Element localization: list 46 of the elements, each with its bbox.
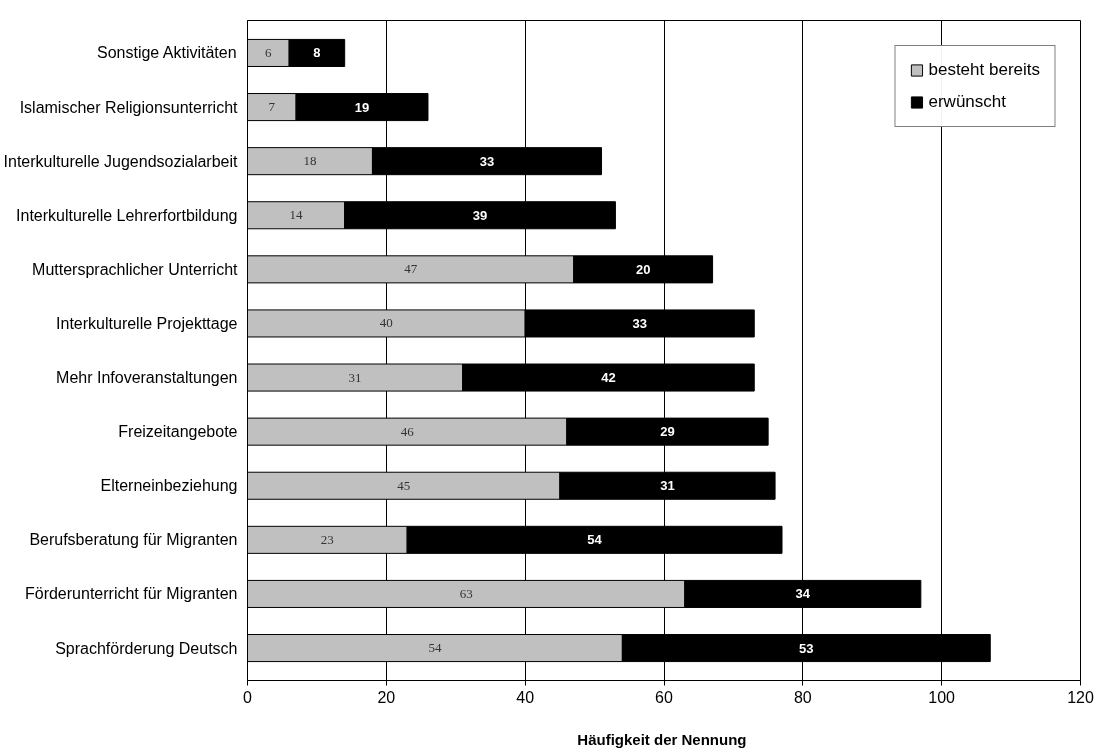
data-label: 46 xyxy=(400,423,415,439)
data-label: 18 xyxy=(303,153,317,169)
data-label: 31 xyxy=(348,369,362,385)
data-label: 14 xyxy=(289,207,304,223)
y-tick-label: Interkulturelle Projekttage xyxy=(56,314,238,332)
data-label: 54 xyxy=(587,532,603,548)
data-label: 29 xyxy=(660,424,675,440)
y-tick-label: Sonstige Aktivitäten xyxy=(96,44,237,62)
y-tick-label: Freizeitangebote xyxy=(118,423,238,441)
x-tick-label: 20 xyxy=(377,688,396,706)
x-tick-label: 80 xyxy=(793,688,812,706)
data-label: 47 xyxy=(404,261,418,277)
data-label: 53 xyxy=(799,640,814,656)
x-tick-label: 60 xyxy=(655,688,673,706)
data-label: 8 xyxy=(313,45,321,61)
data-label: 33 xyxy=(632,315,647,331)
y-tick-label: Förderunterricht für Migranten xyxy=(24,585,238,603)
y-tick-label: Interkulturelle Lehrerfortbildung xyxy=(16,206,238,224)
data-label: 54 xyxy=(428,640,442,656)
data-label: 33 xyxy=(479,153,495,169)
y-tick-label: Islamischer Religionsunterricht xyxy=(19,98,239,116)
x-axis-title: Häufigkeit der Nennung xyxy=(577,730,747,748)
data-label: 7 xyxy=(268,99,276,115)
x-tick-label: 100 xyxy=(928,688,956,706)
data-label: 63 xyxy=(459,585,473,601)
y-tick-label: Sprachförderung Deutsch xyxy=(55,639,238,657)
data-label: 19 xyxy=(354,99,370,115)
data-label: 34 xyxy=(795,586,811,602)
data-label: 6 xyxy=(265,44,273,60)
data-label: 20 xyxy=(635,261,651,277)
legend-label: besteht bereits xyxy=(928,60,1040,80)
x-tick-label: 0 xyxy=(243,688,253,706)
y-tick-label: Berufsberatung für Migranten xyxy=(29,531,238,549)
data-label: 31 xyxy=(660,478,675,494)
x-tick-label: 120 xyxy=(1067,688,1094,706)
y-tick-label: Mehr Infoveranstaltungen xyxy=(56,369,238,387)
data-label: 42 xyxy=(601,370,616,386)
y-tick-label: Interkulturelle Jugendsozialarbeit xyxy=(3,152,239,170)
legend-label: erwünscht xyxy=(928,92,1006,112)
data-label: 23 xyxy=(320,531,334,547)
data-label: 45 xyxy=(397,477,411,493)
x-tick-label: 40 xyxy=(516,688,535,706)
data-label: 39 xyxy=(472,207,488,223)
data-label: 40 xyxy=(379,315,393,331)
y-tick-label: Elterneinbeziehung xyxy=(100,477,238,495)
y-tick-label: Muttersprachlicher Unterricht xyxy=(32,260,239,278)
